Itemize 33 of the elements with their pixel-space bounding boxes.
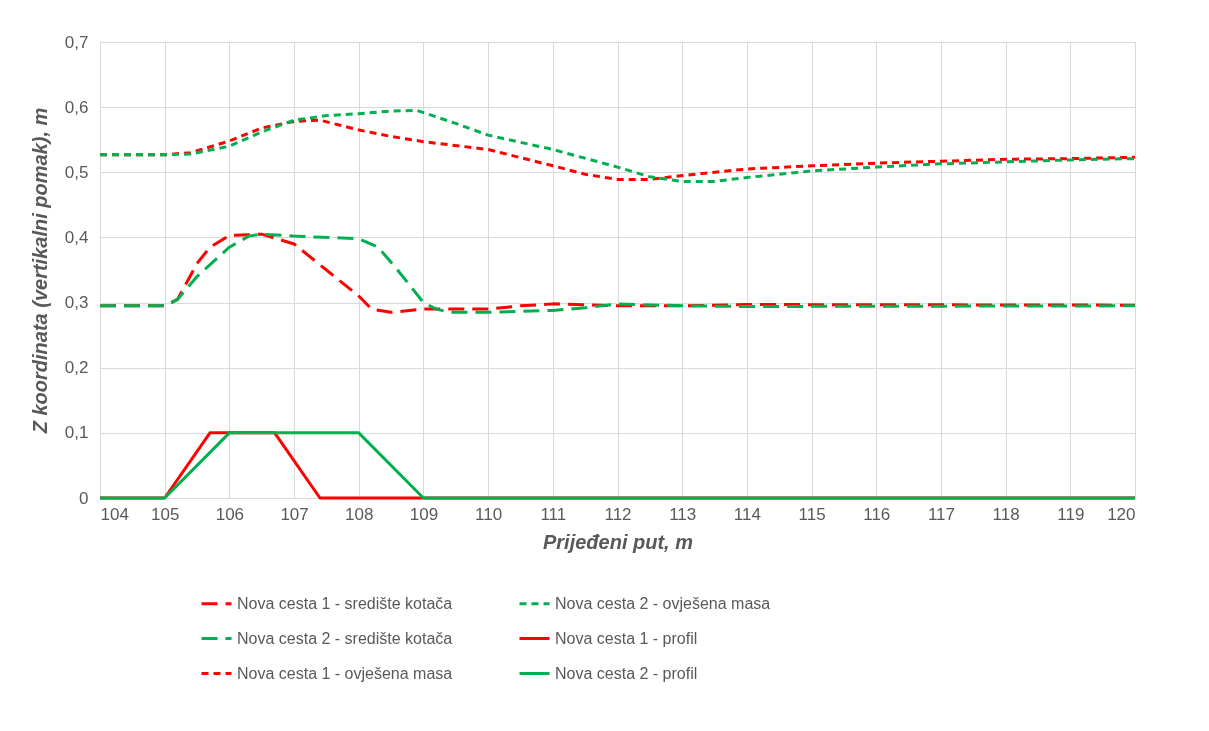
legend-label: Nova cesta 1 - ovješena masa: [237, 664, 453, 682]
x-tick-label: 112: [604, 504, 632, 524]
y-tick-label: 0: [79, 488, 89, 508]
x-tick-label: 107: [280, 504, 309, 524]
x-tick-label: 104: [100, 504, 129, 524]
x-tick-label: 111: [540, 504, 567, 524]
legend-label: Nova cesta 2 - ovješena masa: [555, 594, 771, 612]
y-tick-label: 0,1: [64, 423, 89, 443]
legend-label: Nova cesta 2 - središte kotača: [237, 629, 453, 647]
x-tick-label: 110: [475, 504, 503, 524]
y-axis-title: Z koordinata (vertikalni pomak), m: [28, 107, 51, 435]
x-tick-label: 113: [669, 504, 697, 524]
x-tick-label: 119: [1057, 504, 1085, 524]
y-tick-label: 0,3: [64, 293, 89, 313]
y-tick-label: 0,7: [64, 32, 89, 52]
x-tick-label: 116: [863, 504, 891, 524]
x-tick-label: 115: [798, 504, 826, 524]
x-axis-title: Prijeđeni put, m: [542, 530, 694, 553]
x-tick-label: 118: [992, 504, 1020, 524]
x-tick-label: 114: [733, 504, 761, 524]
x-tick-label: 105: [151, 504, 180, 524]
x-tick-label: 109: [409, 504, 439, 524]
x-tick-label: 120: [1107, 504, 1136, 524]
y-tick-label: 0,5: [64, 162, 89, 182]
legend-label: Nova cesta 1 - profil: [555, 629, 698, 647]
x-tick-label: 108: [345, 504, 374, 524]
y-tick-label: 0,6: [64, 97, 89, 117]
y-tick-label: 0,2: [64, 358, 89, 378]
legend-label: Nova cesta 2 - profil: [555, 664, 698, 682]
x-tick-label: 106: [215, 504, 245, 524]
legend-label: Nova cesta 1 - središte kotača: [237, 594, 453, 612]
x-tick-label: 117: [927, 504, 955, 524]
y-tick-label: 0,4: [64, 227, 89, 247]
